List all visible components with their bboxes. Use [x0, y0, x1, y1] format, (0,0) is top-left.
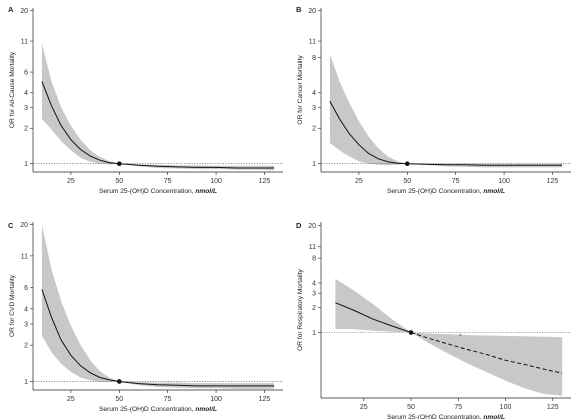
x-tick-label: 125 [259, 178, 271, 185]
x-axis-label: Serum 25-(OH)D Concentration, nmol/L [99, 188, 217, 195]
x-tick-label: 100 [500, 404, 512, 411]
x-tick-label: 50 [407, 404, 415, 411]
y-axis-label: OR for Cancer Mortality [297, 55, 304, 125]
y-tick-label: 2 [24, 343, 28, 350]
x-tick-label: 125 [547, 404, 559, 411]
y-tick-label: 3 [24, 321, 28, 328]
x-tick-label: 25 [355, 178, 363, 185]
x-tick-label: 25 [67, 178, 75, 185]
x-tick-label: 125 [547, 178, 559, 185]
chart-panel-d: D 1 2 3 4 8 11 20 25 50 75 100 125 * Serum 25-(OH)D Co… [296, 221, 571, 419]
x-tick-label: 100 [498, 178, 510, 185]
x-tick-label: 75 [164, 178, 172, 185]
y-tick-label: 2 [312, 305, 316, 312]
confidence-band [335, 278, 563, 396]
y-tick-label: 20 [20, 222, 28, 229]
y-tick-label: 11 [21, 38, 28, 45]
estimate-line [335, 302, 412, 333]
x-tick-label: 75 [164, 396, 172, 403]
confidence-band [41, 224, 275, 389]
x-tick-label: 100 [210, 396, 222, 403]
x-tick-label: 50 [115, 396, 123, 403]
y-tick-label: 3 [312, 105, 316, 112]
y-tick-label: 6 [24, 69, 28, 76]
chart-panel-b: B 1 2 3 4 8 11 20 25 50 75 100 125 Serum 25-(OH)D Con… [296, 5, 571, 195]
y-tick-label: 2 [24, 126, 28, 133]
x-axis-label: Serum 25-(OH)D Concentration, nmol/L [387, 414, 505, 419]
y-tick-label: 3 [24, 105, 28, 112]
y-tick-label: 8 [312, 256, 316, 263]
panel-label: B [296, 5, 302, 14]
chart-panel-c: C 1 2 3 4 6 11 20 25 50 75 100 125 Serum 25-(OH)D Con… [8, 221, 283, 413]
x-tick-label: 25 [67, 396, 75, 403]
y-axis-label: OR for CVD Mortality [9, 274, 16, 337]
y-tick-label: 1 [24, 379, 28, 386]
annotation-marker: * [459, 334, 462, 340]
x-tick-label: 25 [360, 404, 368, 411]
y-tick-label: 20 [20, 8, 28, 15]
panel-label: A [8, 5, 14, 14]
y-tick-label: 4 [312, 90, 316, 97]
y-tick-label: 4 [24, 90, 28, 97]
y-axis-label: OR for All-Cause Mortality [9, 51, 16, 128]
reference-point [404, 161, 410, 166]
panel-label: C [8, 221, 14, 230]
x-tick-label: 100 [210, 178, 222, 185]
y-tick-label: 20 [308, 8, 316, 15]
reference-point [116, 379, 122, 384]
y-tick-label: 8 [312, 55, 316, 62]
x-tick-label: 50 [115, 178, 123, 185]
chart-panel-a: A 1 2 3 4 6 11 20 25 50 75 100 125 Serum 25-(OH)D Con… [8, 5, 283, 195]
x-tick-label: 75 [452, 178, 460, 185]
y-tick-label: 11 [21, 253, 28, 260]
x-tick-label: 75 [454, 404, 462, 411]
x-tick-label: 125 [259, 396, 271, 403]
y-tick-label: 3 [312, 291, 316, 298]
y-tick-label: 11 [309, 244, 316, 251]
y-tick-label: 6 [24, 285, 28, 292]
confidence-band [329, 54, 563, 168]
y-tick-label: 1 [312, 330, 316, 337]
y-tick-label: 4 [24, 306, 28, 313]
estimate-line [410, 332, 563, 374]
x-tick-label: 50 [403, 178, 411, 185]
y-tick-label: 1 [312, 161, 316, 168]
y-tick-label: 4 [312, 280, 316, 287]
reference-point [116, 161, 122, 166]
x-axis-label: Serum 25-(OH)D Concentration, nmol/L [387, 188, 505, 195]
y-tick-label: 2 [312, 126, 316, 133]
y-tick-label: 20 [308, 223, 316, 230]
x-axis-label: Serum 25-(OH)D Concentration, nmol/L [99, 406, 217, 413]
estimate-line [41, 81, 275, 169]
y-tick-label: 11 [309, 38, 316, 45]
y-tick-label: 1 [24, 161, 28, 168]
y-axis-label: OR for Respiratory Mortality [297, 268, 304, 350]
confidence-band [41, 43, 275, 171]
panel-label: D [296, 221, 302, 230]
reference-point [408, 330, 414, 335]
